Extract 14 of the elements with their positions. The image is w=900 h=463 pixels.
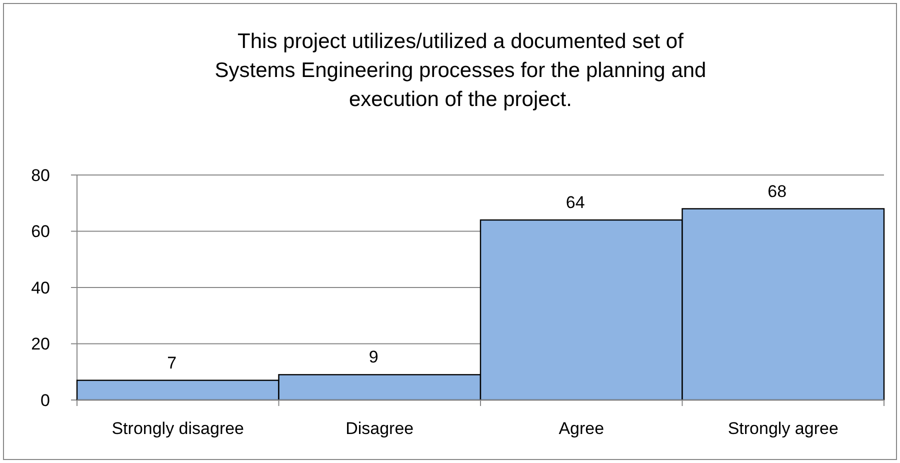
- x-tick-label: Strongly disagree: [112, 419, 244, 438]
- x-tick-label: Disagree: [346, 419, 414, 438]
- data-label: 64: [566, 193, 585, 212]
- y-tick-label: 40: [31, 278, 50, 298]
- y-tick-label: 0: [40, 390, 50, 410]
- data-label: 7: [167, 353, 177, 372]
- y-tick-label: 80: [31, 166, 50, 185]
- chart-title: This project utilizes/utilized a documented set of Systems Engineering processes for the planning and execution of the project.: [214, 30, 706, 111]
- y-tick-label: 20: [31, 334, 50, 354]
- data-label: 9: [368, 348, 378, 367]
- y-tick-label: 60: [31, 222, 50, 242]
- data-label: 68: [768, 182, 787, 201]
- x-tick-label: Agree: [558, 419, 604, 438]
- x-tick-label: Strongly agree: [728, 419, 838, 438]
